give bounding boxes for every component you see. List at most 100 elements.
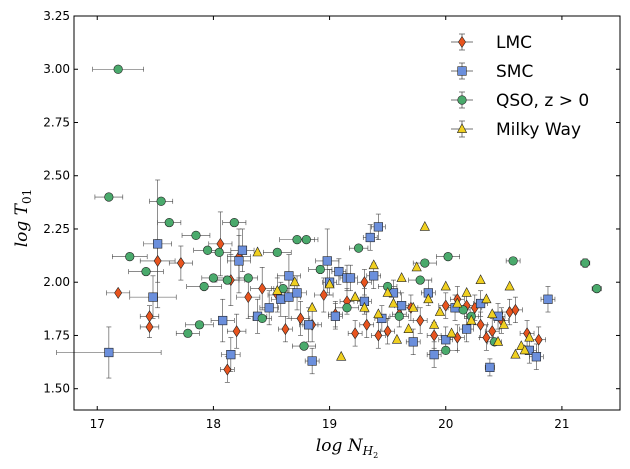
qso-z-0-point [443,252,453,262]
smc-point [264,303,274,313]
qso-z-0-point [354,243,364,253]
qso-z-0-point [415,275,425,285]
y-tick-label: 2.50 [43,169,70,183]
lmc-point [145,320,154,333]
smc-point [441,335,451,345]
legend-smc-marker [457,66,467,76]
milky-way-point [336,350,347,361]
smc-point [104,347,114,358]
qso-z-0-point [208,273,219,283]
milky-way-point [504,280,515,291]
lmc-point [511,303,520,316]
smc-point [330,311,340,321]
lmc-point [505,305,514,319]
qso-z-0-point [394,311,404,321]
qso-z-0-point [458,305,468,315]
qso-z-0-point [141,266,151,277]
milky-way-point [373,308,384,319]
x-tick-label: 21 [554,417,569,431]
legend-smc-label: SMC [496,62,533,82]
qso-z-0-point [202,245,213,255]
milky-way-point [252,246,263,257]
legend-qso-z-0-label: QSO, z > 0 [496,91,589,111]
milky-way-point [411,261,422,272]
smc-point [369,271,379,281]
qso-z-0-point [508,256,518,266]
qso-z-0-point [194,320,205,330]
milky-way-point [359,301,370,312]
marker-layer [104,64,602,376]
qso-z-0-point [164,217,174,228]
milky-way-point [429,318,440,329]
lmc-point [416,314,425,327]
lmc-point [232,325,241,338]
milky-way-point [324,278,335,289]
smc-point [292,288,302,298]
lmc-point [441,299,450,312]
smc-point [304,320,314,330]
x-tick-label: 18 [206,417,221,431]
plot-frame [73,15,621,411]
qso-z-0-point [580,258,590,268]
qso-z-0-point [272,247,282,257]
lmc-point [360,276,369,289]
smc-point [408,337,418,347]
milky-way-point [481,293,492,304]
qso-z-0-point [113,64,123,74]
x-axis-label-sub: H [362,444,374,458]
lmc-point [374,329,383,342]
milky-way-point [419,220,430,231]
qso-z-0-point [257,313,267,324]
lmc-point [351,327,360,340]
legend-lmc-marker [458,35,466,49]
lmc-point [216,237,225,250]
qso-z-0-point [592,284,602,294]
lmc-point [114,286,123,299]
milky-way-point [391,333,403,344]
lmc-point [362,318,371,331]
x-tick-label: 17 [90,417,105,431]
milky-way-point [388,297,399,308]
smc-point [485,362,495,373]
milky-way-point [498,318,509,329]
y-tick-label: 1.75 [43,328,70,342]
x-axis-label: log NH2 [316,436,378,460]
smc-point [543,294,553,304]
lmc-point [223,363,232,376]
milky-way-point [492,336,504,346]
legend-lmc-label: LMC [496,33,532,53]
y-tick-label: 2.75 [43,115,70,129]
smc-point [284,271,294,281]
qso-z-0-point [104,192,114,202]
lmc-point [482,331,491,344]
legend-milky-way-label: Milky Way [496,120,581,140]
milky-way-point [272,284,283,295]
qso-z-0-point [441,345,451,355]
milky-way-point [519,344,530,355]
smc-point [531,352,541,362]
milky-way-point [461,287,472,297]
lmc-point [296,312,305,325]
milky-way-point [487,308,498,319]
y-tick-label: 1.50 [43,382,70,396]
y-tick-label: 3.25 [43,9,70,23]
smc-point [284,292,294,302]
milky-way-point [350,291,361,302]
y-axis-label-main: log T [12,202,32,247]
milky-way-point [440,280,451,291]
qso-z-0-point [191,230,201,240]
lmc-point [319,288,328,302]
smc-point [218,315,228,326]
y-axis-label-sub: 01 [20,189,34,204]
qso-z-0-point [214,247,224,257]
smc-point [462,324,472,334]
milky-way-point [396,272,407,282]
qso-z-0-point [299,341,309,351]
legend-milky-way-marker [456,123,468,133]
milky-way-point [524,331,535,342]
lmc-point [244,291,253,304]
smc-point [307,356,317,366]
smc-point [365,232,375,243]
lmc-point [476,318,485,331]
